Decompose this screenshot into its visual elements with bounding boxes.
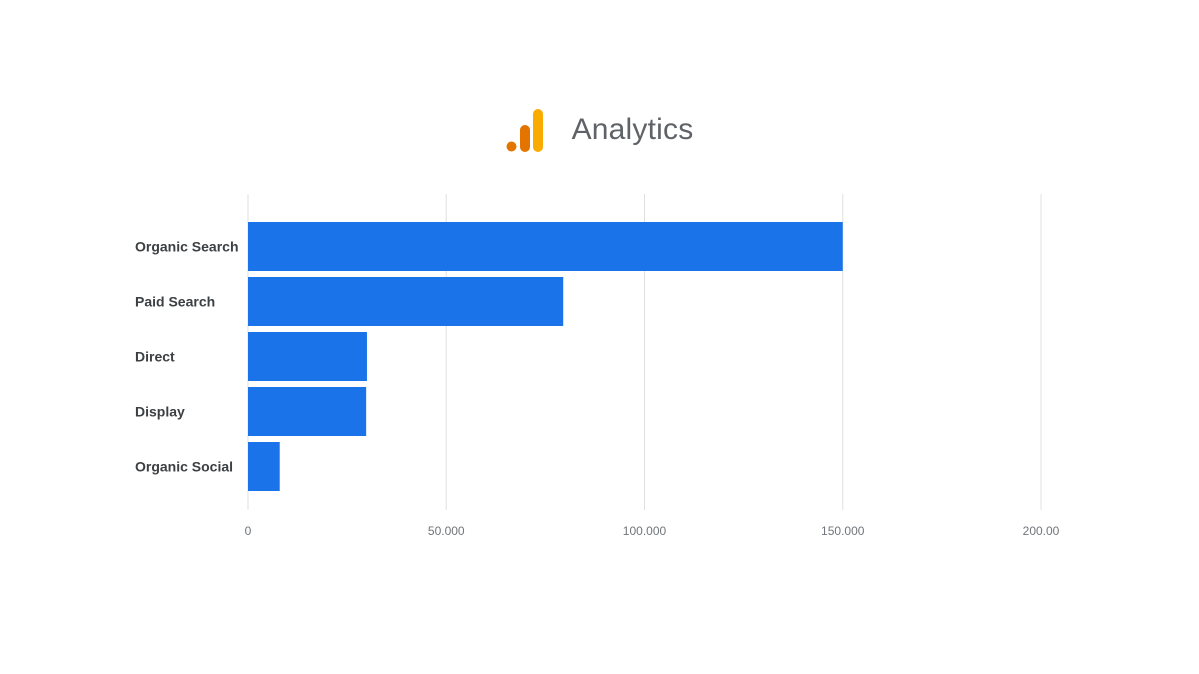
bar [248,332,367,381]
category-label: Organic Social [135,459,233,475]
category-label: Direct [135,349,175,365]
category-label: Paid Search [135,294,215,310]
x-tick-label: 100.000 [623,524,667,538]
category-label: Display [135,404,185,420]
bar [248,442,280,491]
brand-name: Analytics [571,113,694,146]
bar [248,387,367,436]
x-tick-label: 0 [245,524,252,538]
category-label: Organic Search [135,239,239,255]
bar [248,277,564,326]
header: Analytics [0,104,1199,156]
analytics-logo-icon [506,109,543,152]
x-tick-label: 50.000 [428,524,465,538]
bar [248,222,843,271]
x-tick-label: 150.000 [821,524,865,538]
x-tick-label: 200.00 [1023,524,1060,538]
